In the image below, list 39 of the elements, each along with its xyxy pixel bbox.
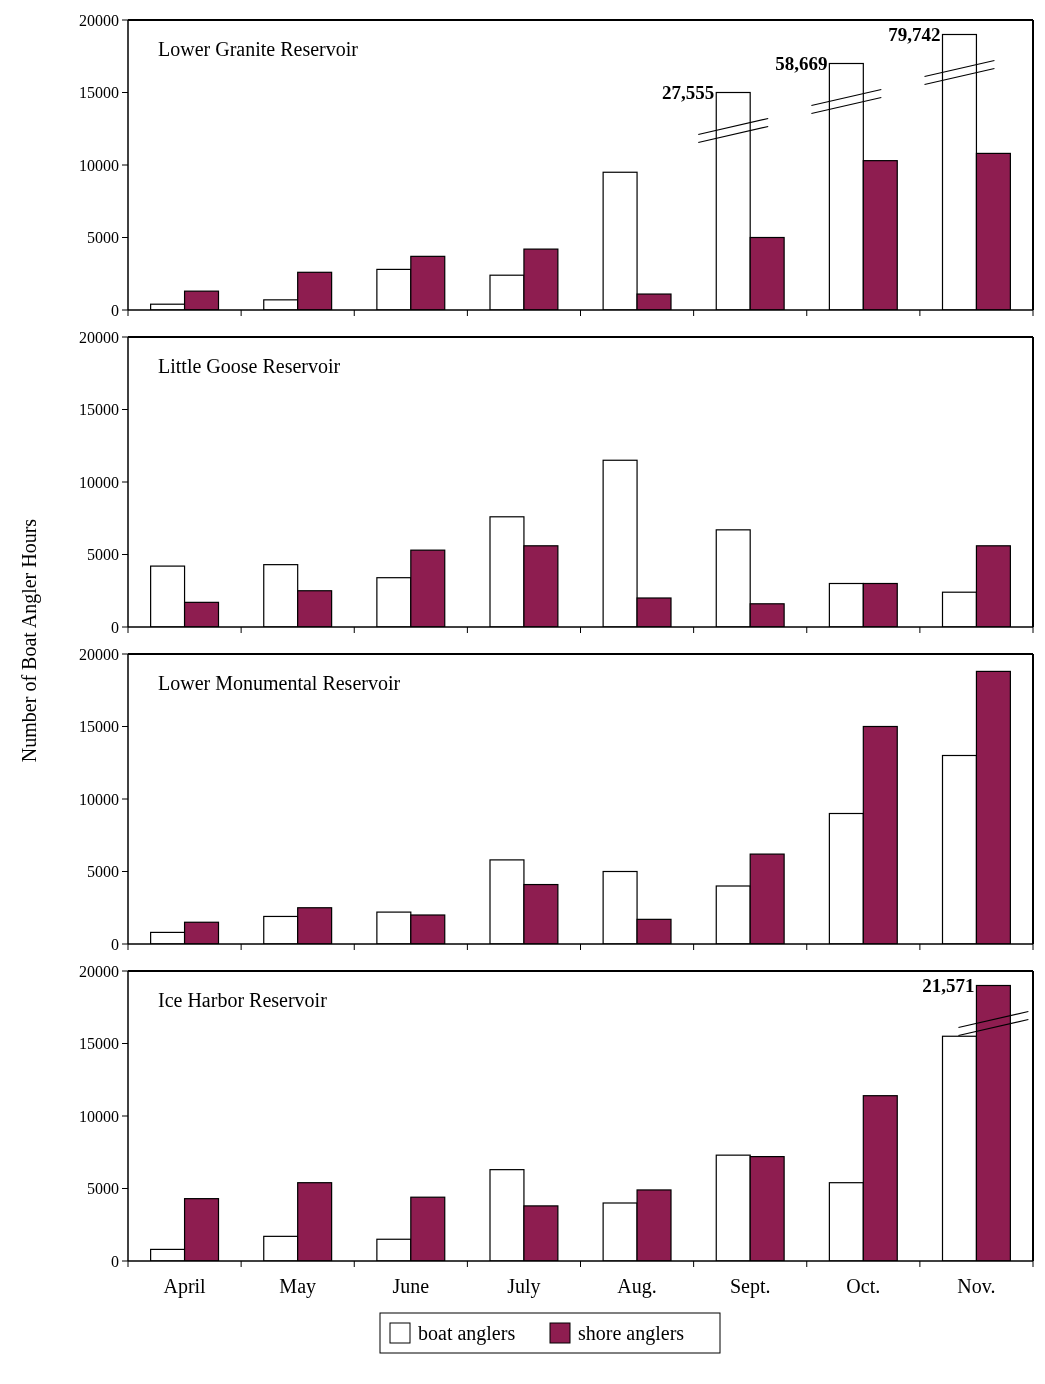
y-tick-label: 10000	[79, 790, 119, 808]
y-tick-label: 10000	[79, 156, 119, 174]
y-tick-label: 5000	[87, 863, 119, 881]
y-tick-label: 15000	[79, 718, 119, 736]
text: Little Goose Reservoir	[158, 355, 341, 377]
x-tick-label: July	[507, 1275, 541, 1298]
y-tick-label: 15000	[79, 401, 119, 419]
x-tick-label: Nov.	[957, 1275, 996, 1297]
y-tick-label: 0	[111, 1252, 119, 1270]
y-tick-label: 0	[111, 301, 119, 319]
y-tick-label: 10000	[79, 473, 119, 491]
text: Lower Granite Reservoir	[158, 38, 359, 60]
x-tick-label: Aug.	[617, 1275, 657, 1298]
y-tick-label: 0	[111, 618, 119, 636]
y-tick-label: 20000	[79, 328, 119, 346]
annotation: 58,669	[775, 52, 828, 74]
annotation: 21,571	[922, 974, 975, 996]
y-tick-label: 5000	[87, 546, 119, 564]
y-tick-label: 15000	[79, 84, 119, 102]
y-tick-label: 20000	[79, 645, 119, 663]
legend-label: shore anglers	[578, 1322, 685, 1345]
y-tick-label: 0	[111, 935, 119, 953]
x-tick-label: May	[279, 1275, 317, 1298]
annotation: 79,742	[888, 23, 941, 45]
x-tick-label: Sept.	[729, 1275, 771, 1298]
y-tick-label: 15000	[79, 1035, 119, 1053]
y-tick-label: 5000	[87, 1180, 119, 1198]
y-tick-label: 5000	[87, 229, 119, 247]
text: Ice Harbor Reservoir	[158, 989, 328, 1011]
y-tick-label: 10000	[79, 1107, 119, 1125]
text: Lower Monumental Reservoir	[158, 672, 401, 694]
x-tick-label: June	[392, 1275, 430, 1297]
x-tick-label: Oct.	[846, 1275, 881, 1297]
y-tick-label: 20000	[79, 11, 119, 29]
y-tick-label: 20000	[79, 962, 119, 980]
annotation: 27,555	[662, 81, 715, 103]
legend-label: boat anglers	[418, 1322, 516, 1345]
y-axis-title: Number of Boat Angler Hours	[18, 518, 41, 763]
x-tick-label: April	[163, 1275, 207, 1298]
